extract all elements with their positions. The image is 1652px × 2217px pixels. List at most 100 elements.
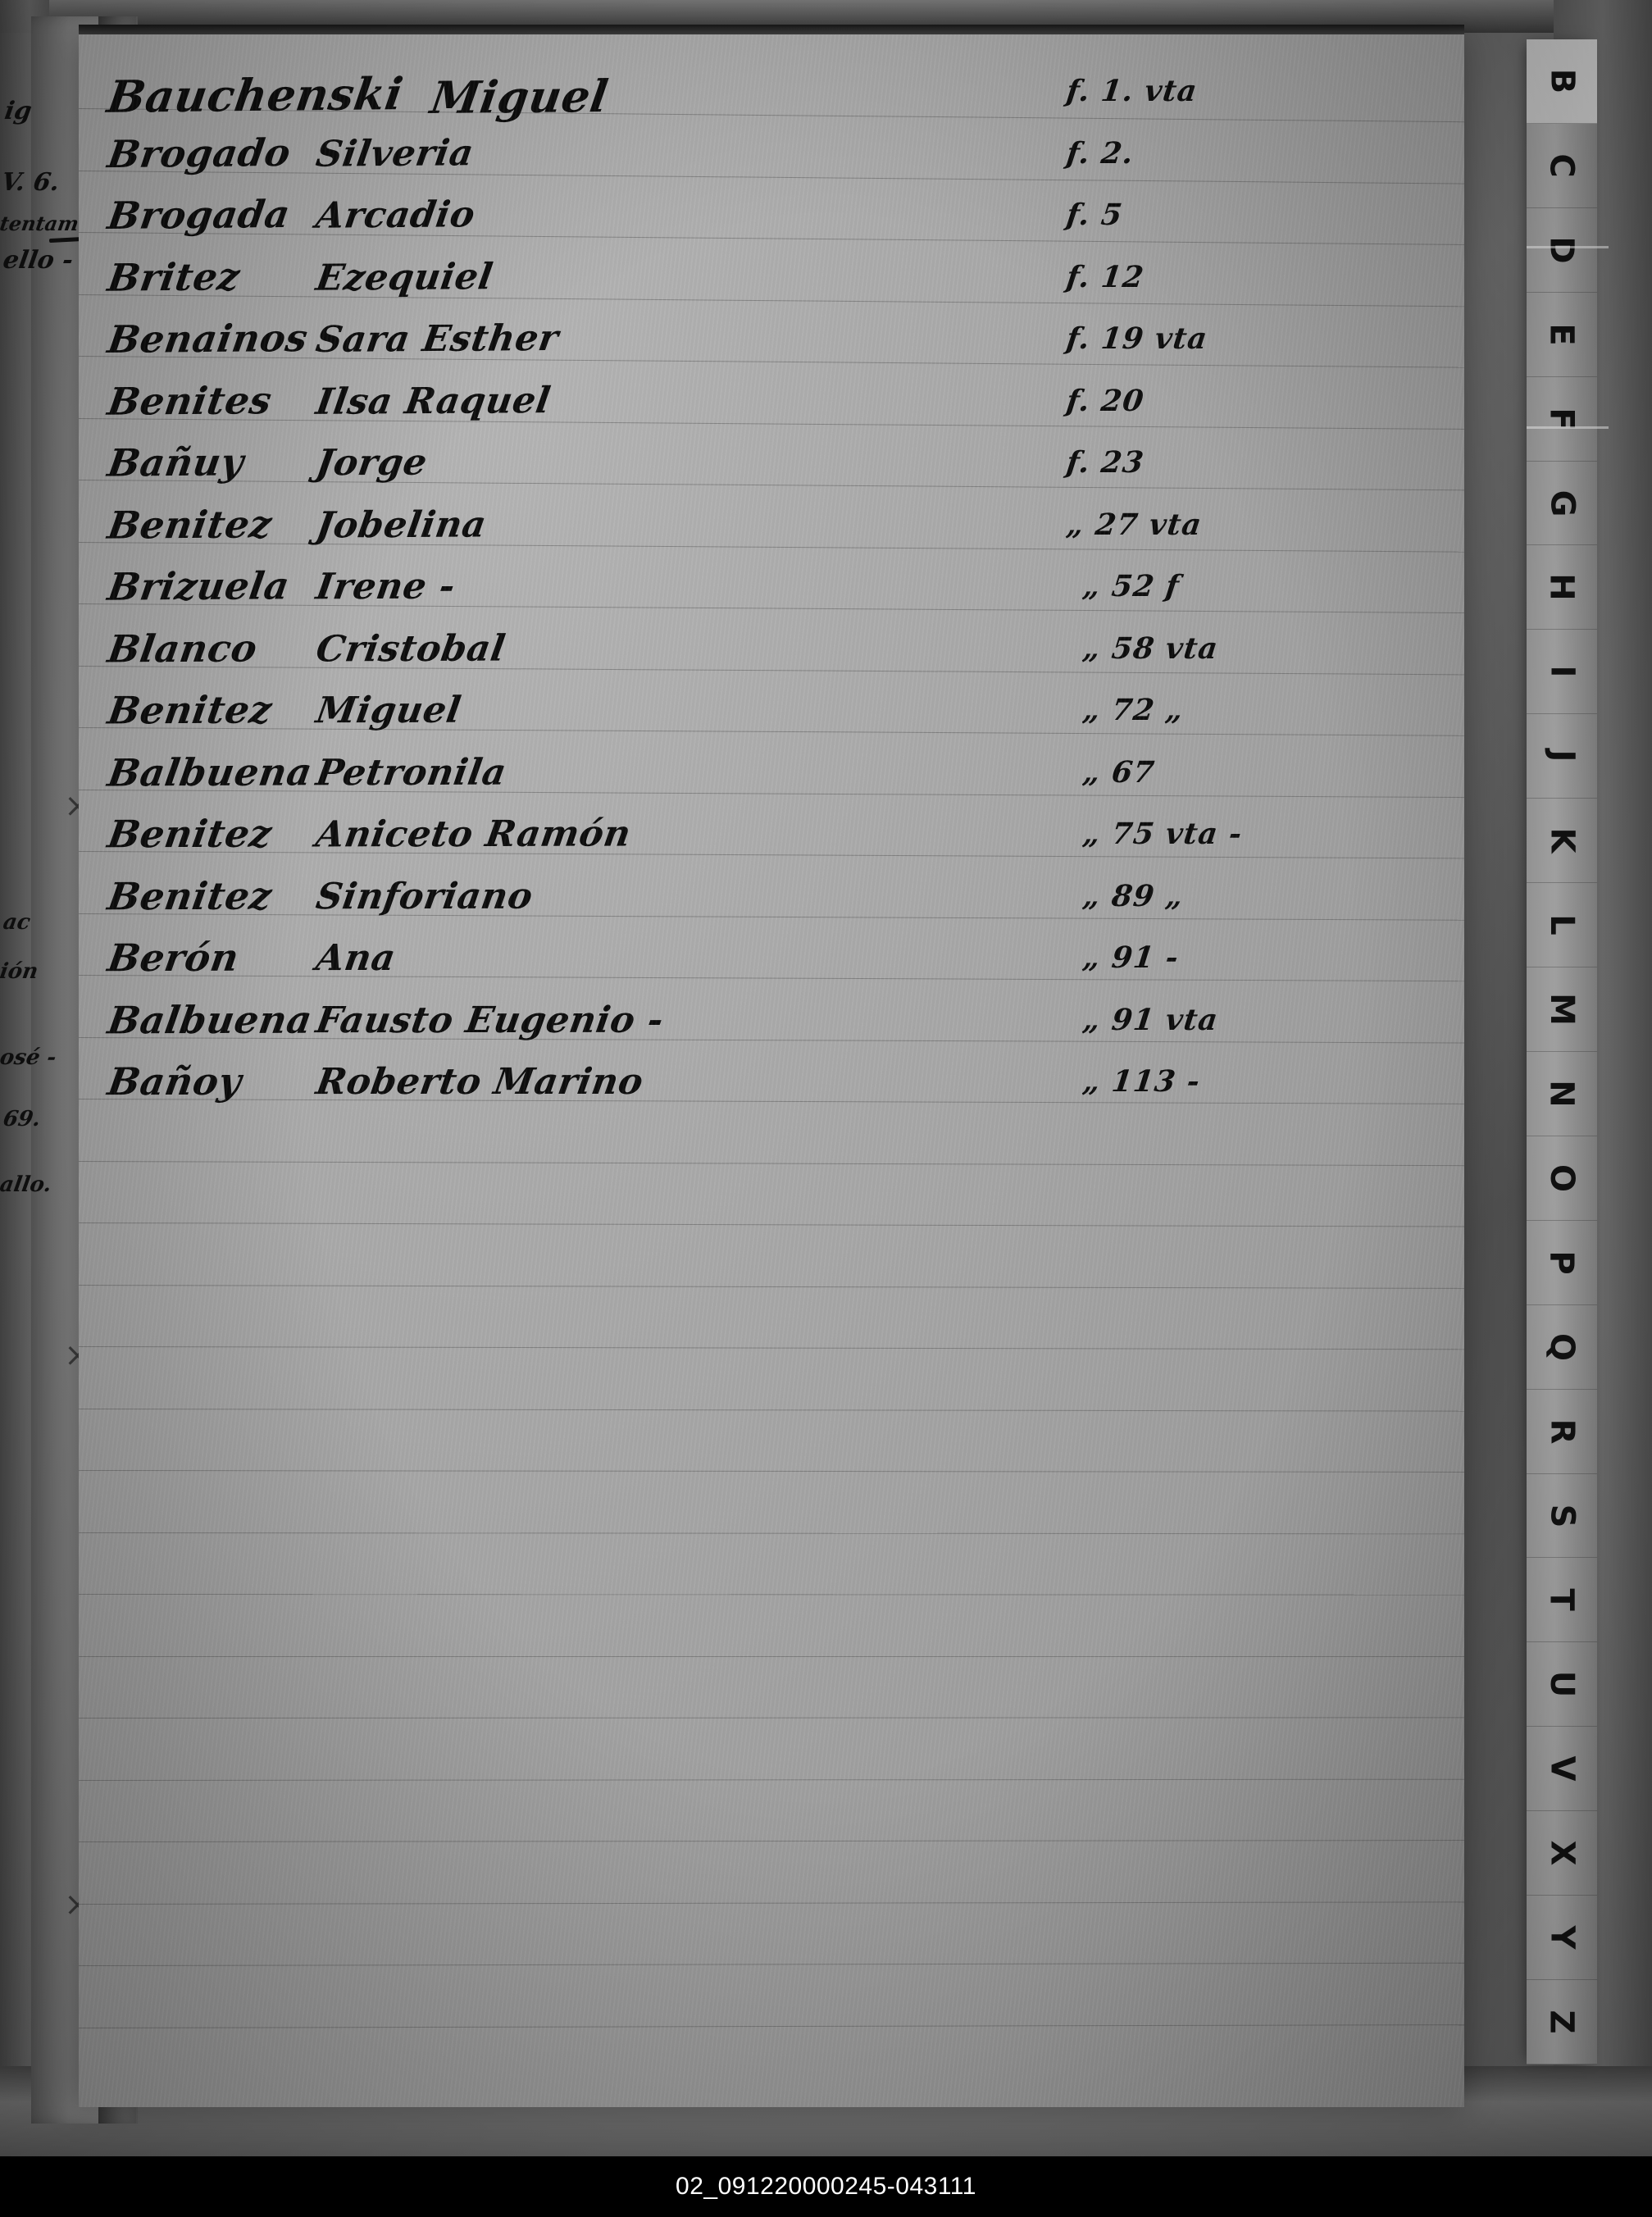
ruled-line <box>78 1284 1464 1289</box>
thumb-index-tab-label: H <box>1542 573 1581 602</box>
thumb-index-tab-d[interactable]: D <box>1527 208 1597 293</box>
thumb-index-tab-o[interactable]: O <box>1527 1136 1597 1221</box>
thumb-index-tab-label: I <box>1542 665 1581 678</box>
ruled-line <box>78 1160 1464 1166</box>
thumb-index-tab-label: X <box>1543 1840 1581 1866</box>
thumb-index-tab-label: V <box>1543 1755 1581 1782</box>
thumb-index-tab-c[interactable]: C <box>1527 124 1597 208</box>
ruled-line <box>78 1901 1464 1905</box>
thumb-index-tab-l[interactable]: L <box>1527 883 1597 968</box>
thumb-index-tab-q[interactable]: Q <box>1527 1305 1597 1390</box>
entry-folio: f. 23 <box>1064 445 1146 480</box>
entry-given-name: Sara Esther <box>312 317 562 361</box>
entry-folio: „ 58 vta <box>1081 631 1221 666</box>
thumb-index-tab-j[interactable]: J <box>1527 714 1597 799</box>
entry-surname: Benitez <box>104 687 275 733</box>
ruled-line <box>78 1470 1464 1473</box>
thumb-index-tab-i[interactable]: I <box>1527 630 1597 715</box>
tab-cut-line-1 <box>1527 246 1609 248</box>
entry-surname: Blanco <box>104 625 261 671</box>
thumb-index-tab-z[interactable]: Z <box>1527 1980 1597 2064</box>
entry-folio: f. 20 <box>1064 383 1146 418</box>
thumb-index-tab-u[interactable]: U <box>1527 1642 1597 1728</box>
entry-surname: Berón <box>104 935 243 981</box>
thumb-index-tab-label: J <box>1542 749 1581 763</box>
thumb-index-tab-s[interactable]: S <box>1527 1474 1597 1559</box>
entry-folio: f. 19 vta <box>1064 321 1210 356</box>
ruled-line <box>78 1346 1464 1350</box>
entry-given-name: Fausto Eugenio - <box>312 999 667 1041</box>
image-identifier: 02_091220000245-043111 <box>676 2173 976 2200</box>
thumb-index-tab-y[interactable]: Y <box>1527 1896 1597 1981</box>
thumb-index-tab-h[interactable]: H <box>1527 546 1597 631</box>
entry-folio: „ 72 „ <box>1081 693 1186 727</box>
thumb-index-tab-b[interactable]: B <box>1527 39 1597 124</box>
entry-given-name: Ezequiel <box>313 255 496 299</box>
ruled-line <box>78 541 1464 553</box>
ruled-line <box>78 727 1464 736</box>
entry-given-name: Ilsa Raquel <box>312 379 553 423</box>
thumb-index-tab-k[interactable]: K <box>1527 799 1597 884</box>
entry-surname: Benitez <box>104 873 275 918</box>
thumb-index-tab-g[interactable]: G <box>1527 462 1597 546</box>
ruled-line <box>78 665 1464 675</box>
ruled-line <box>78 1099 1464 1104</box>
thumb-index-tab-v[interactable]: V <box>1527 1727 1597 1812</box>
ruled-line <box>78 294 1464 307</box>
entry-given-name: Jorge <box>313 441 430 485</box>
thumb-index-tab-label: U <box>1542 1671 1581 1698</box>
thumb-index-tab-t[interactable]: T <box>1527 1559 1597 1643</box>
entry-surname: Benitez <box>104 811 275 857</box>
ruled-line <box>78 1408 1464 1412</box>
margin-fragment-8: 69. <box>1 1107 43 1131</box>
ruled-line <box>78 1717 1465 1719</box>
entry-folio: „ 67 <box>1081 754 1157 790</box>
ruled-line <box>78 2024 1464 2028</box>
thumb-index-tab-f[interactable]: F <box>1527 377 1597 462</box>
ruled-line <box>78 1532 1464 1534</box>
caption-bar: 02_091220000245-043111 <box>0 2156 1652 2217</box>
ledger-page: Bauchenski Miguel f. 1. vta Brogado Silveria… <box>78 34 1465 2107</box>
entry-folio: „ 52 f <box>1081 569 1181 603</box>
thumb-index-tab-label: B <box>1543 68 1581 94</box>
thumb-index-tab-p[interactable]: P <box>1527 1221 1597 1305</box>
entry-surname: Bañoy <box>104 1058 245 1104</box>
thumb-index-tab-m[interactable]: M <box>1527 967 1597 1052</box>
ruled-line <box>78 417 1464 430</box>
entry-surname: Balbuena <box>104 997 316 1042</box>
ruled-line <box>78 1594 1465 1596</box>
entry-folio: „ 113 - <box>1081 1064 1203 1099</box>
thumb-index-tab-label: C <box>1542 153 1581 178</box>
entry-given-name: Sinforiano <box>312 875 536 917</box>
thumb-index-tab-n[interactable]: N <box>1527 1052 1597 1136</box>
entry-folio: „ 27 vta <box>1064 507 1204 542</box>
ruled-line <box>78 1840 1464 1842</box>
thumb-index-tab-x[interactable]: X <box>1527 1811 1597 1896</box>
thumb-index-tab-label: Q <box>1542 1332 1581 1361</box>
thumb-index-tab-e[interactable]: E <box>1527 293 1597 377</box>
entry-given-name: Irene - <box>313 565 458 608</box>
thumb-index-tab-label: P <box>1542 1250 1581 1275</box>
entry-folio: f. 1. vta <box>1064 74 1199 108</box>
margin-fragment-1: ig <box>2 97 34 125</box>
thumb-index-tab-label: N <box>1542 1080 1581 1108</box>
thumb-index-tab-label: G <box>1543 489 1581 517</box>
entry-given-name: Cristobal <box>312 627 508 670</box>
margin-fragment-2: V. 6. <box>0 168 62 197</box>
thumb-index-tab-r[interactable]: R <box>1527 1390 1597 1474</box>
thumb-index-tab-label: E <box>1542 323 1581 346</box>
entry-surname: Bauchenski <box>103 67 407 123</box>
thumb-index-tab-label: D <box>1542 236 1581 264</box>
entry-surname: Britez <box>104 253 243 300</box>
entry-surname: Benainos <box>104 315 312 362</box>
thumb-index-tab-label: O <box>1542 1163 1581 1192</box>
thumb-index-tab-label: L <box>1543 914 1581 936</box>
entry-surname: Balbuena <box>104 749 316 795</box>
entry-surname: Brogada <box>104 191 294 239</box>
margin-fragment-4: ello - <box>1 246 75 275</box>
entry-surname: Brogado <box>104 130 294 176</box>
entry-given-name: Roberto Marino <box>312 1060 647 1104</box>
thumb-index-tab-label: R <box>1543 1418 1581 1445</box>
entry-folio: „ 91 - <box>1081 940 1181 975</box>
